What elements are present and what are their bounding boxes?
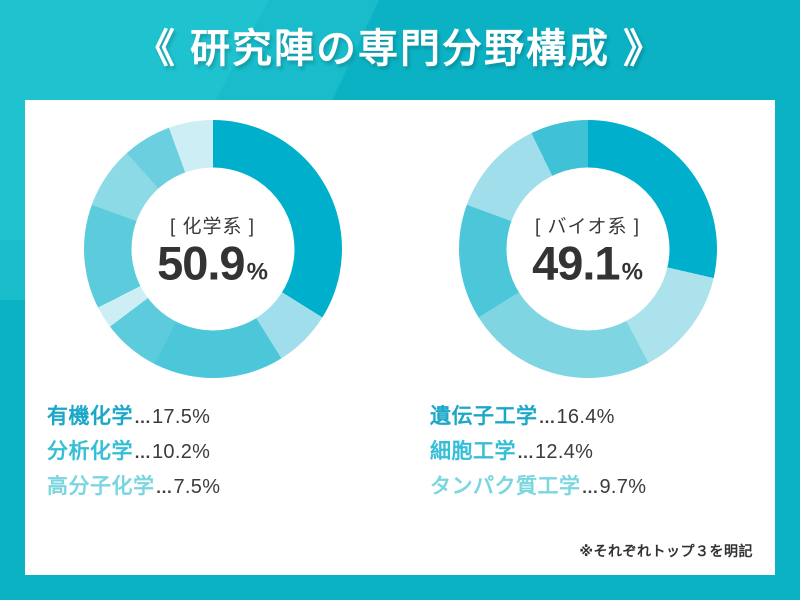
legend-item: タンパク質工学 … 9.7% [430, 470, 775, 500]
page-title: 《 研究陣の専門分野構成 》 [134, 27, 666, 71]
legend-item-value: 7.5% [173, 476, 221, 498]
legend-item-value: 16.4% [556, 406, 615, 428]
donut-ring-bio: [ バイオ系 ] 49.1 % [458, 120, 717, 378]
legend-item: 有機化学 … 17.5% [47, 400, 400, 430]
donut-ring-chemistry: [ 化学系 ] 50.9 % [83, 120, 342, 378]
legend-item-separator: … [134, 408, 151, 427]
legend-item-value: 10.2% [152, 441, 211, 463]
legend-item-value: 12.4% [535, 441, 594, 463]
donut-center-label-bio: [ バイオ系 ] [534, 216, 641, 238]
content-card: [ 化学系 ] 50.9 % 有機化学 … 17.5% [25, 100, 775, 575]
legend-item-label: 高分子化学 [47, 475, 155, 498]
legend-item-separator: … [538, 408, 556, 427]
legend-bio: 遺伝子工学 … 16.4% 細胞工学 … 12.4% タンパク質工学 … 9.7… [400, 400, 775, 505]
donut-center-unit-chemistry: % [246, 258, 268, 286]
legend-item-label: 分析化学 [47, 440, 133, 463]
donut-center-value-chemistry: 50.9 % [157, 240, 268, 287]
legend-item: 分析化学 … 10.2% [47, 435, 400, 465]
legend-item-value: 9.7% [599, 476, 647, 498]
legend-item-separator: … [581, 478, 599, 497]
legend-item: 細胞工学 … 12.4% [430, 435, 775, 465]
legend-item-separator: … [134, 443, 151, 462]
legend-item-label: タンパク質工学 [430, 475, 581, 498]
donut-chart-bio: [ バイオ系 ] 49.1 % [458, 120, 717, 378]
legend-item: 遺伝子工学 … 16.4% [430, 400, 775, 430]
donut-center-number-bio: 49.1 [532, 236, 620, 290]
legend-item: 高分子化学 … 7.5% [47, 470, 400, 500]
footnote-text: ※それぞれトップ３を明記 [579, 543, 753, 559]
donut-center-unit-bio: % [621, 258, 643, 286]
donut-center-label-chemistry: [ 化学系 ] [169, 216, 256, 238]
legend-chemistry: 有機化学 … 17.5% 分析化学 … 10.2% 高分子化学 … 7.5% [25, 400, 400, 505]
donut-center-chemistry: [ 化学系 ] 50.9 % [131, 167, 294, 331]
donut-center-bio: [ バイオ系 ] 49.1 % [506, 167, 669, 331]
legend-item-label: 遺伝子工学 [430, 405, 538, 428]
donut-center-value-bio: 49.1 % [532, 240, 643, 287]
chart-panel-chemistry: [ 化学系 ] 50.9 % 有機化学 … 17.5% [25, 100, 400, 575]
donut-center-number-chemistry: 50.9 [157, 236, 245, 290]
donut-chart-chemistry: [ 化学系 ] 50.9 % [83, 120, 342, 378]
legend-item-value: 17.5% [152, 406, 211, 428]
legend-item-label: 細胞工学 [430, 440, 516, 463]
chart-panels: [ 化学系 ] 50.9 % 有機化学 … 17.5% [25, 100, 775, 575]
legend-item-separator: … [517, 443, 534, 462]
legend-item-label: 有機化学 [47, 405, 133, 428]
chart-panel-bio: [ バイオ系 ] 49.1 % 遺伝子工学 … 16.4% [400, 100, 775, 575]
legend-item-separator: … [155, 478, 173, 497]
